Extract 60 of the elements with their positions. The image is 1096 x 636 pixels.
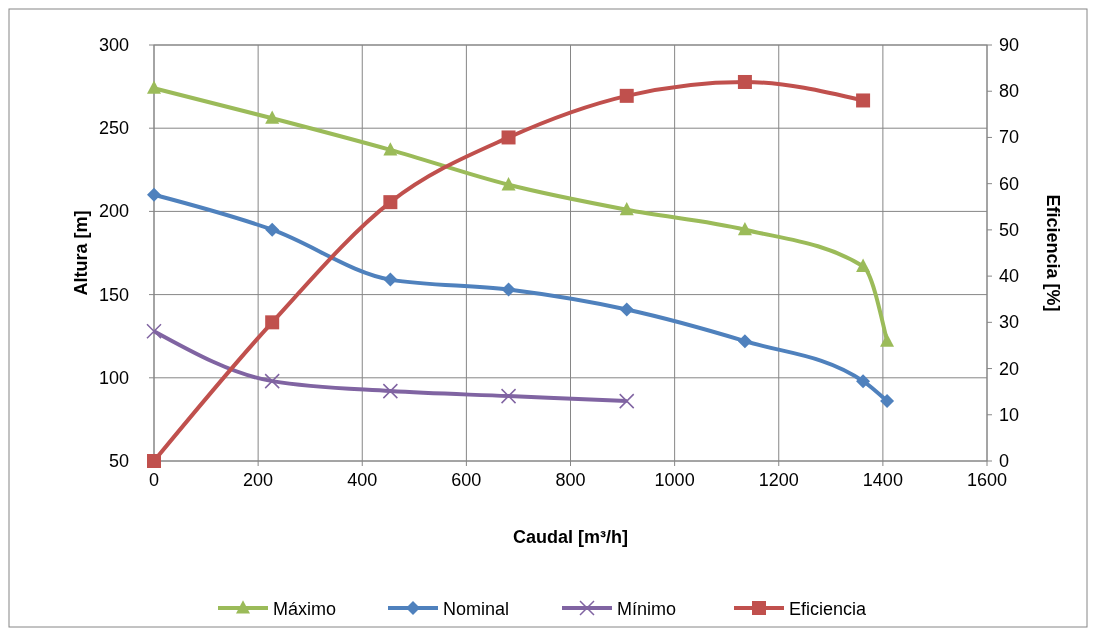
point (619, 302, 634, 317)
point (737, 222, 752, 236)
y2-axis-title: Eficiencia [%] (1043, 194, 1063, 312)
y-axis-title: Altura [m] (71, 210, 91, 296)
point (501, 130, 516, 145)
point (383, 272, 398, 287)
y2-tick-label: 50 (999, 219, 1020, 240)
point (383, 195, 398, 210)
point (265, 222, 280, 237)
point (856, 93, 871, 108)
y2-tick-label: 30 (999, 312, 1020, 333)
point (382, 383, 399, 399)
y-tick-label: 300 (98, 35, 129, 55)
x-tick-label: 600 (451, 470, 482, 490)
x-tick-label: 800 (555, 470, 586, 490)
point (265, 110, 280, 124)
x-tick-label: 1000 (654, 470, 695, 490)
point (856, 374, 871, 389)
y-tick-label: 200 (98, 201, 129, 222)
y2-tick-label: 0 (999, 451, 1010, 471)
point (383, 142, 398, 156)
y2-tick-label: 10 (999, 404, 1020, 425)
x-axis-title: Caudal [m³/h] (513, 527, 628, 547)
point (501, 177, 516, 191)
point (619, 202, 634, 216)
point (147, 80, 161, 94)
point (880, 394, 895, 409)
legend-label: Mínimo (617, 599, 677, 619)
y2-tick-label: 80 (999, 81, 1020, 102)
x-tick-label: 1200 (758, 470, 799, 490)
y2-tick-label: 40 (999, 266, 1020, 287)
y2-tick-label: 60 (999, 173, 1020, 194)
point (265, 315, 280, 330)
point (856, 258, 871, 272)
x-tick-label: 0 (148, 470, 160, 490)
point (737, 334, 752, 349)
y2-tick-label: 70 (999, 127, 1020, 148)
y-tick-label: 250 (98, 118, 129, 139)
point (501, 282, 516, 297)
point (264, 373, 280, 389)
point (880, 333, 895, 347)
point (147, 454, 161, 468)
point (500, 388, 517, 404)
x-tick-label: 400 (347, 470, 378, 490)
y2-tick-label: 90 (999, 35, 1020, 55)
point (146, 323, 162, 339)
y-tick-label: 100 (98, 367, 129, 388)
legend-label: Nominal (443, 599, 510, 619)
y-tick-label: 50 (108, 451, 129, 471)
x-tick-label: 200 (243, 470, 274, 490)
x-tick-label: 1400 (862, 470, 903, 490)
point (618, 393, 635, 409)
legend-label: Máximo (273, 599, 337, 619)
x-tick-label: 1600 (966, 470, 1008, 490)
point (619, 88, 634, 103)
y-tick-label: 150 (98, 284, 129, 305)
point (737, 74, 752, 89)
point (147, 187, 161, 202)
y2-tick-label: 20 (999, 358, 1020, 379)
legend-label: Eficiencia (789, 599, 868, 619)
